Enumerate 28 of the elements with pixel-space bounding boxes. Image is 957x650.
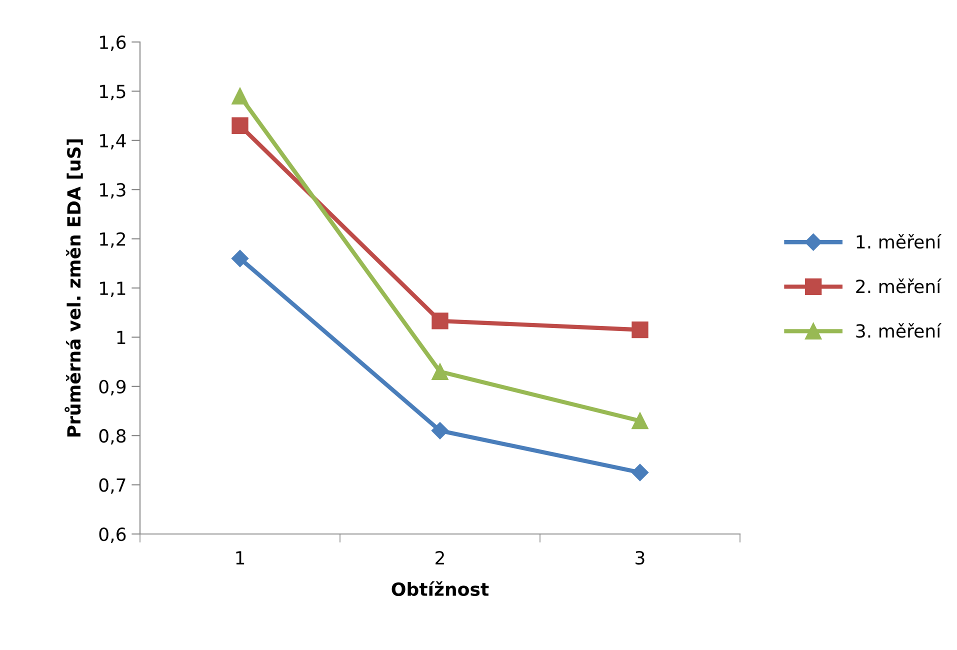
x-axis-title: Obtížnost (392, 581, 489, 596)
y-axis-title: Průměrná vel. změn EDA [uS] (64, 139, 83, 436)
legend-label: 1. měření (856, 234, 942, 249)
y-tick-label: 0,7 (99, 478, 126, 494)
point (232, 88, 248, 104)
y-tick-label: 1,6 (100, 35, 126, 51)
x-tick-label: 3 (636, 550, 644, 565)
point (632, 321, 648, 338)
y-tick-label: 1,2 (100, 232, 125, 248)
point (631, 464, 649, 482)
y-tick-label: 0,6 (99, 527, 126, 543)
legend-label: 3. měření (856, 323, 942, 338)
y-tick-label: 1,1 (100, 282, 126, 297)
y-tick-label: 1,5 (100, 84, 126, 100)
y-tick-label: 0,8 (99, 429, 126, 445)
y-tick-label: 0,9 (99, 380, 126, 396)
point (432, 312, 448, 330)
point (431, 422, 449, 440)
point (432, 363, 448, 380)
point (232, 117, 248, 134)
point (632, 412, 648, 430)
x-tick-label: 1 (236, 551, 244, 564)
legend-label: 2. měření (856, 278, 942, 294)
x-tick-label: 2 (436, 550, 444, 564)
y-tick-label: 1,3 (100, 183, 126, 199)
point (231, 250, 249, 268)
y-tick-label: 1 (117, 330, 126, 344)
y-tick-label: 1,4 (100, 134, 126, 150)
